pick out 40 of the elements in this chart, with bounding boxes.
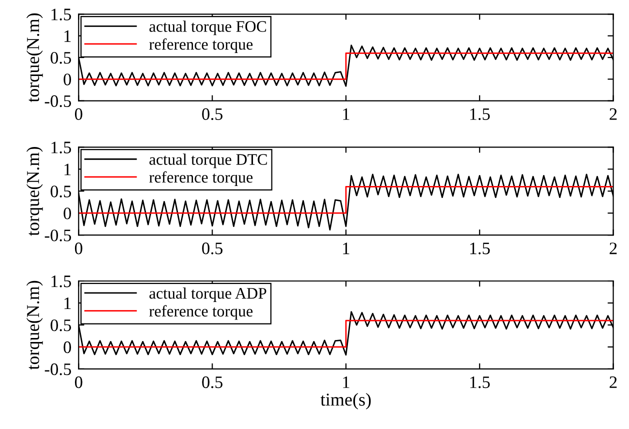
x-tick-label: 0.5 xyxy=(202,376,222,388)
y-axis-title: torque(N.m) xyxy=(26,280,43,370)
legend-label: reference torque xyxy=(149,171,253,186)
x-tick-label: 2 xyxy=(610,376,617,388)
y-tick-label: 0 xyxy=(64,341,72,354)
x-tick-label: 1.5 xyxy=(470,376,490,388)
y-tick-label: 1 xyxy=(64,298,71,310)
x-tick-label: 2 xyxy=(610,242,617,254)
x-tick-label: 1 xyxy=(343,242,350,254)
legend-label: actual torque FOC xyxy=(149,20,266,36)
y-tick-label: 0 xyxy=(64,208,72,220)
y-tick-label: 1.5 xyxy=(52,276,71,288)
legend-label: reference torque xyxy=(149,38,253,53)
y-tick-label: 0 xyxy=(64,74,72,86)
x-tick-label: 0 xyxy=(74,242,82,254)
y-tick-label: -0.5 xyxy=(44,230,72,242)
x-tick-label: 1.5 xyxy=(470,242,490,254)
y-tick-label: 0.5 xyxy=(50,186,71,198)
y-tick-label: 0.5 xyxy=(50,52,71,64)
y-tick-label: 1.5 xyxy=(52,142,71,154)
y-axis-title: torque(N.m) xyxy=(26,13,43,102)
y-tick-label: -0.5 xyxy=(44,363,72,376)
x-tick-label: 0.5 xyxy=(202,242,222,254)
legend-label: actual torque DTC xyxy=(149,154,267,168)
x-tick-label: 0.5 xyxy=(202,108,222,120)
y-tick-label: -0.5 xyxy=(44,95,72,108)
y-tick-label: 1.5 xyxy=(52,8,71,20)
y-tick-label: 1 xyxy=(64,30,71,42)
x-tick-label: 1 xyxy=(343,376,350,388)
x-tick-label: 1.5 xyxy=(470,108,490,120)
y-tick-label: 1 xyxy=(64,164,71,176)
legend-label: reference torque xyxy=(149,305,253,320)
x-tick-label: 1 xyxy=(343,108,350,120)
x-axis-title: time(s) xyxy=(320,393,371,410)
y-axis-title: torque(N.m) xyxy=(26,147,43,236)
y-tick-label: 0.5 xyxy=(50,319,71,332)
x-tick-label: 2 xyxy=(610,108,617,120)
legend-label: actual torque ADP xyxy=(149,287,266,302)
x-tick-label: 0 xyxy=(74,376,82,388)
x-tick-label: 0 xyxy=(74,108,82,120)
